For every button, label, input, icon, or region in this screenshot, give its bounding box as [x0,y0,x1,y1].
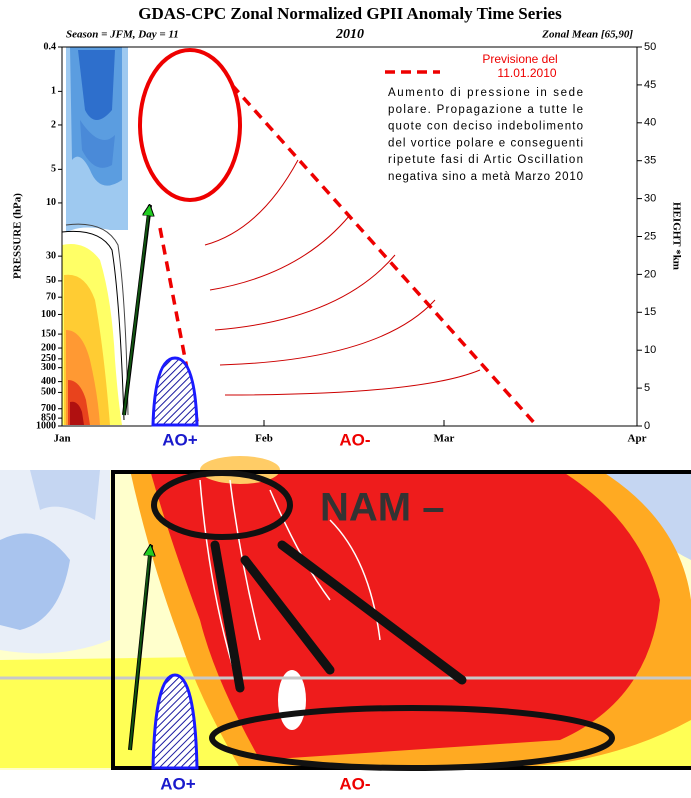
y2-axis-label: HEIGHT *km [670,202,682,270]
x-tick-label: Jan [53,433,70,445]
nam-ellipse [151,470,293,540]
ao-plus: AO+ [160,774,196,793]
annotation-line: Aumento di pressione in sede [388,87,583,99]
annotation-line: polare. Propagazione a tutte le [388,104,583,116]
y2-tick-label: 30 [644,193,656,205]
y2-tick-label: 5 [644,382,650,394]
y2-tick-label: 40 [644,117,656,129]
y-tick-label: 0.4 [44,41,57,52]
annotation-line: del vortice polare e conseguenti [388,137,583,149]
top-panel: GDAS-CPC Zonal Normalized GPII Anomaly T… [12,4,683,450]
y-tick-label: 250 [41,353,56,364]
ao-plus-region [151,673,199,770]
title: GDAS-CPC Zonal Normalized GPII Anomaly T… [138,4,562,23]
y-tick-label: 10 [46,197,56,208]
axes: 0.41251030507010015020025030040050070085… [36,41,656,445]
ao-minus: AO- [339,430,370,449]
legend-text: 11.01.2010 [497,66,556,80]
y-tick-label: 2 [51,119,56,130]
y-tick-label: 200 [41,342,56,353]
annotation-line: ripetute fasi di Artic Oscillation [388,154,583,166]
arrow [129,550,150,751]
y2-tick-label: 15 [644,306,656,318]
y-tick-label: 150 [41,328,56,339]
contour-field [61,47,129,425]
forecast-contours [204,159,481,396]
forecast-line [230,83,539,428]
y-tick-label: 1000 [36,420,56,431]
ao-minus: AO- [339,774,370,793]
annotation-line: quote con deciso indebolimento [388,121,583,133]
season: Season = JFM, Day = 11 [66,29,179,41]
y2-tick-label: 50 [644,41,656,53]
x-tick-label: Mar [434,433,455,445]
forecast-ellipse [138,48,242,202]
y-tick-label: 850 [41,412,56,423]
y-tick-label: 50 [46,275,56,286]
y-tick-label: 700 [41,403,56,414]
y2-tick-label: 45 [644,79,656,91]
nam-label: NAM – [320,486,444,530]
y-tick-label: 500 [41,387,56,398]
x-tick-label: Feb [255,433,273,445]
zonal-mean: Zonal Mean [65,90] [541,29,633,41]
bottom-panel: NAM – AO+ AO- [0,456,691,793]
y-tick-label: 400 [41,376,56,387]
y2-tick-label: 25 [644,230,656,242]
year: 2010 [335,27,364,42]
y-tick-label: 100 [41,309,56,320]
arrow [123,210,149,416]
annotation-line: negativa sino a metà Marzo 2010 [388,171,583,183]
y2-tick-label: 0 [644,420,650,432]
propagation-lines [210,540,467,693]
y-tick-label: 5 [51,164,56,175]
ao-plus-region [151,356,199,427]
y2-tick-label: 10 [644,344,656,356]
ao-plus: AO+ [162,430,198,449]
y-tick-label: 300 [41,362,56,373]
y-tick-label: 30 [46,250,56,261]
legend-text: Previsione del [482,52,557,66]
y-tick-label: 70 [46,291,56,302]
y2-tick-label: 35 [644,155,656,167]
y2-tick-label: 20 [644,268,656,280]
annotation: Aumento di pressione in sede polare. Prop… [388,87,583,183]
y-axis-label: PRESSURE (hPa) [12,193,24,279]
x-tick-label: Apr [628,433,647,445]
surface-ellipse [209,705,615,771]
y-tick-label: 1 [51,86,56,97]
